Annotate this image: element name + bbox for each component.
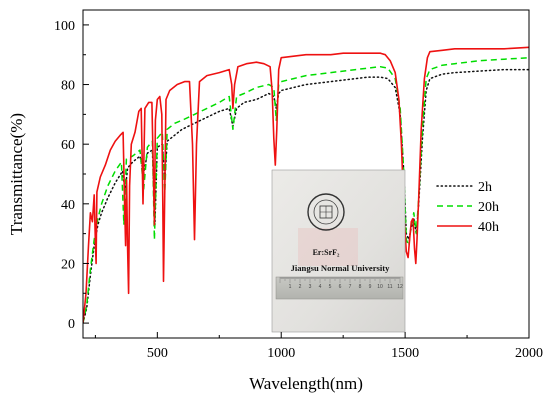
ruler-number: 6 [339, 284, 342, 290]
y-axis-title: Transmittance(%) [7, 113, 26, 235]
university-seal [307, 193, 345, 231]
axes: 500 1000 1500 2000 0 20 40 60 80 100 [54, 9, 543, 361]
x-tick-label: 500 [147, 346, 168, 361]
y-tick-label: 60 [61, 138, 75, 153]
ruler-number: 3 [309, 284, 312, 290]
legend-label-40h: 40h [478, 220, 499, 235]
y-tick-label: 20 [61, 257, 75, 272]
series-layer [83, 46, 529, 324]
ruler-number: 12 [397, 284, 403, 290]
legend-label-20h: 20h [478, 200, 499, 215]
legend: 2h 20h 40h [436, 180, 499, 235]
y-axis-ticks: 0 20 40 60 80 100 [54, 19, 89, 332]
ruler-number: 8 [359, 284, 362, 290]
series-line-40h [83, 46, 529, 324]
ruler-number: 1 [289, 284, 292, 290]
ruler-number: 11 [387, 284, 392, 290]
university-label: Jiangsu Normal University [291, 263, 391, 273]
x-tick-label: 1500 [391, 346, 419, 361]
ruler-number: 10 [377, 284, 383, 290]
y-tick-label: 80 [61, 79, 75, 94]
x-axis-title: Wavelength(nm) [249, 374, 363, 393]
ruler-number: 5 [329, 284, 332, 290]
ruler-number: 9 [369, 284, 372, 290]
material-label: Er:SrF₂ [313, 248, 340, 257]
y-tick-label: 100 [54, 19, 75, 34]
ruler-ticks: 1 2 3 4 5 6 7 8 9 10 11 12 [279, 277, 403, 290]
ruler-number: 2 [299, 284, 302, 290]
y-tick-label: 40 [61, 198, 75, 213]
x-axis-ticks: 500 1000 1500 2000 [94, 332, 543, 361]
ruler-number: 4 [319, 284, 322, 290]
y-tick-label: 0 [68, 317, 75, 332]
ruler: 1 2 3 4 5 6 7 8 9 10 11 12 [275, 276, 404, 300]
x-tick-label: 2000 [515, 346, 543, 361]
x-tick-label: 1000 [267, 346, 295, 361]
ruler-number: 7 [349, 284, 352, 290]
series-line-20h [83, 56, 529, 324]
legend-label-2h: 2h [478, 180, 492, 195]
